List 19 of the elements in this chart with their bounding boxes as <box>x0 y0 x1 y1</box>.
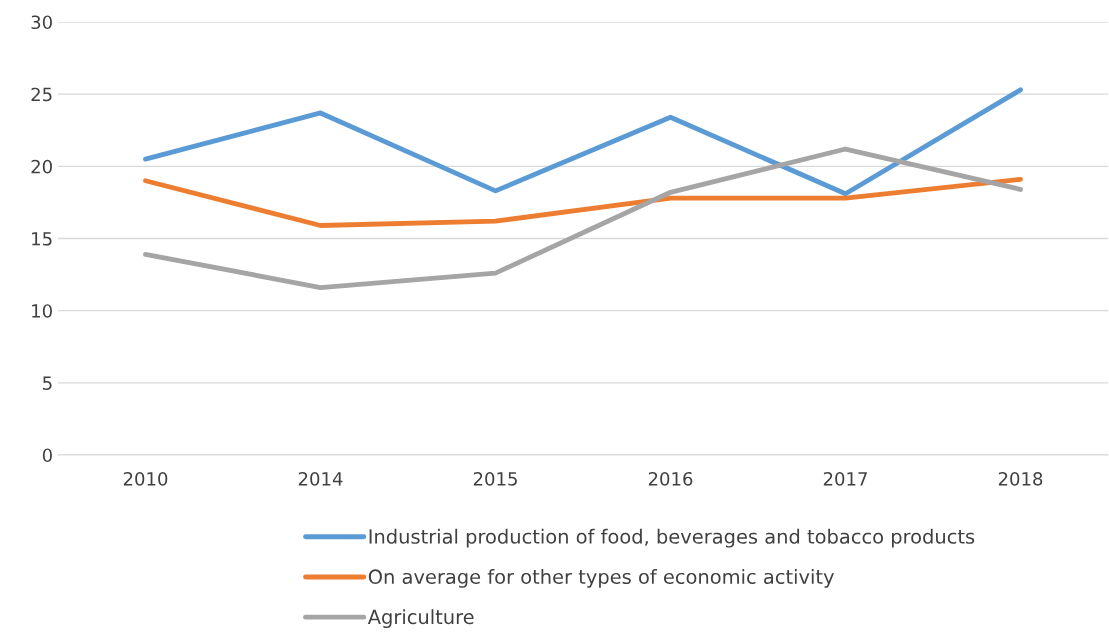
legend-label: On average for other types of economic activity <box>368 569 834 588</box>
x-tick-label: 2017 <box>823 471 867 486</box>
x-tick-label: 2015 <box>473 471 517 486</box>
y-tick-label: 20 <box>31 159 52 174</box>
y-tick-label: 15 <box>32 232 52 246</box>
legend-label: Industrial production of food, beverages and tobacco products <box>369 528 975 548</box>
x-tick-label: 2018 <box>998 471 1043 486</box>
x-tick-label: 2010 <box>123 471 168 486</box>
line-series <box>143 146 1023 290</box>
y-tick-label: 30 <box>31 15 52 30</box>
legend-label: Agriculture <box>367 609 474 629</box>
y-tick-label: 5 <box>43 376 52 390</box>
x-tick-label: 2016 <box>648 471 693 486</box>
y-tick-label: 10 <box>32 304 52 318</box>
y-tick-label: 0 <box>42 448 52 463</box>
x-tick-label: 2014 <box>298 471 343 486</box>
line-series <box>143 87 1023 197</box>
y-tick-label: 25 <box>31 87 52 102</box>
line-series <box>143 176 1023 228</box>
